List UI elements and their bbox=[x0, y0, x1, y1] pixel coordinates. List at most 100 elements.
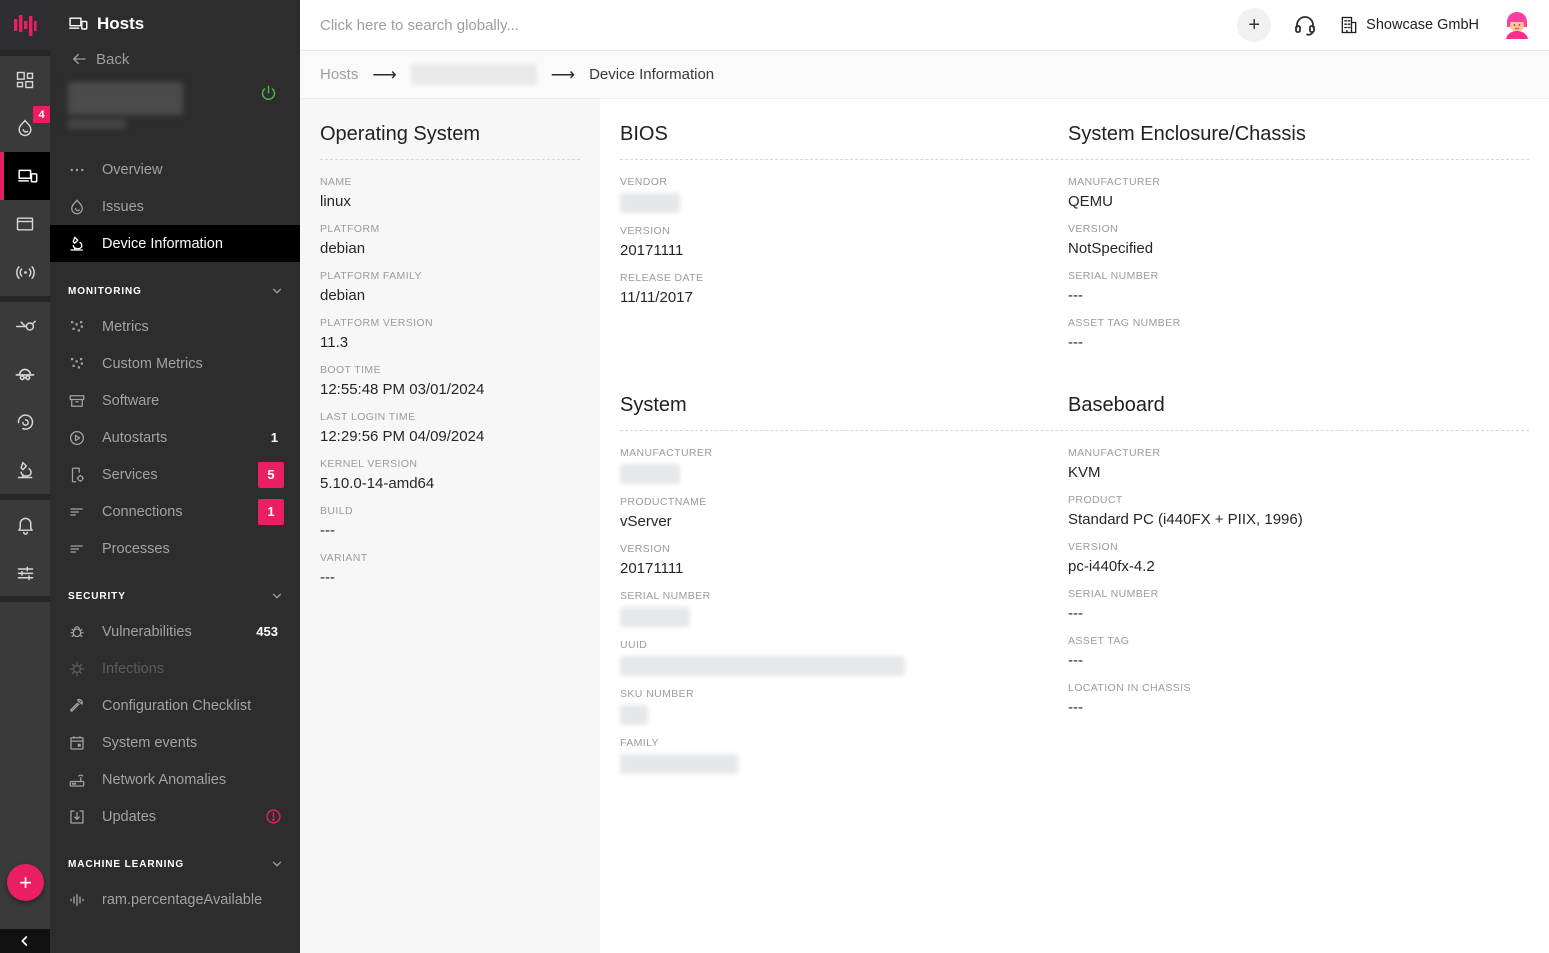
tenant-selector[interactable]: Showcase GmbH bbox=[1339, 15, 1479, 35]
bell-icon bbox=[15, 514, 36, 535]
sidebar-item-infections[interactable]: Infections bbox=[50, 650, 300, 687]
field-variant: VARIANT --- bbox=[320, 552, 368, 586]
flame-icon bbox=[68, 198, 86, 216]
rail-alerts-button[interactable] bbox=[0, 500, 50, 548]
redacted-value bbox=[620, 754, 738, 774]
section-header-label: SECURITY bbox=[68, 590, 126, 602]
vulnerabilities-count: 453 bbox=[256, 624, 278, 639]
field-system-serial-number: SERIAL NUMBER bbox=[620, 590, 1068, 627]
icon-rail: 4 bbox=[0, 0, 50, 953]
collapse-sidebar-button[interactable] bbox=[0, 929, 50, 953]
sidebar-item-software[interactable]: Software bbox=[50, 382, 300, 419]
sidebar-item-metrics[interactable]: Metrics bbox=[50, 308, 300, 345]
chevron-down-icon[interactable] bbox=[270, 284, 284, 298]
sidebar-item-label: Infections bbox=[102, 660, 165, 677]
add-button[interactable]: + bbox=[1237, 8, 1272, 42]
rail-pentest-button[interactable] bbox=[0, 302, 50, 350]
sidebar-item-system-events[interactable]: System events bbox=[50, 724, 300, 761]
wrench-icon bbox=[68, 697, 86, 715]
monitoring-section-header: MONITORING bbox=[50, 284, 300, 298]
rail-broadcast-button[interactable] bbox=[0, 248, 50, 296]
avatar[interactable] bbox=[1501, 9, 1533, 41]
add-fab-button[interactable]: + bbox=[7, 864, 44, 901]
chevron-down-icon[interactable] bbox=[270, 857, 284, 871]
devices-icon bbox=[68, 14, 88, 34]
system-section: MANUFACTURER PRODUCTNAME vServer VERSION… bbox=[620, 447, 1068, 786]
sidebar-item-overview[interactable]: Overview bbox=[50, 151, 300, 188]
bios-section: VENDOR VERSION 20171111 RELEASE DATE 11/… bbox=[620, 176, 1068, 364]
sidebar-item-configuration-checklist[interactable]: Configuration Checklist bbox=[50, 687, 300, 724]
redacted-value bbox=[620, 464, 680, 484]
sidebar: Hosts Back bbox=[50, 0, 300, 953]
section-title: Operating System bbox=[320, 123, 481, 145]
sidebar-item-custom-metrics[interactable]: Custom Metrics bbox=[50, 345, 300, 382]
sidebar-item-autostarts[interactable]: Autostarts 1 bbox=[50, 419, 300, 456]
sidebar-item-label: ram.percentageAvailable bbox=[102, 891, 263, 908]
support-headset-icon[interactable] bbox=[1293, 13, 1317, 37]
sidebar-item-processes[interactable]: Processes bbox=[50, 530, 300, 567]
chevron-left-icon bbox=[17, 933, 33, 949]
field-baseboard-location-in-chassis: LOCATION IN CHASSIS --- bbox=[1068, 682, 1191, 716]
field-chassis-version: VERSION NotSpecified bbox=[1068, 223, 1154, 257]
rail-window-button[interactable] bbox=[0, 200, 50, 248]
power-status-icon[interactable] bbox=[259, 84, 278, 103]
sidebar-item-updates[interactable]: Updates bbox=[50, 798, 300, 835]
sidebar-item-device-information[interactable]: Device Information bbox=[50, 225, 300, 262]
scatter-icon bbox=[68, 318, 86, 336]
field-chassis-serial-number: SERIAL NUMBER --- bbox=[1068, 270, 1159, 304]
play-circle-icon bbox=[68, 429, 86, 447]
rail-microscope-button[interactable] bbox=[0, 446, 50, 494]
sliders-icon bbox=[15, 562, 36, 583]
rail-radar-button[interactable] bbox=[0, 398, 50, 446]
sidebar-item-vulnerabilities[interactable]: Vulnerabilities 453 bbox=[50, 613, 300, 650]
operating-system-panel: Operating System NAME linux PLATFORM deb… bbox=[300, 99, 600, 953]
sidebar-item-label: Issues bbox=[102, 198, 144, 215]
sidebar-item-services[interactable]: Services 5 bbox=[50, 456, 300, 493]
device-info-sections: BIOS System Enclosure/Chassis VENDOR VER… bbox=[600, 99, 1549, 953]
breadcrumb-host-redacted[interactable] bbox=[410, 64, 537, 85]
logo-bars-icon bbox=[14, 15, 37, 36]
baseboard-section: MANUFACTURER KVM PRODUCT Standard PC (i4… bbox=[1068, 447, 1529, 786]
brand-logo[interactable] bbox=[0, 0, 50, 50]
global-search-input[interactable]: Click here to search globally... bbox=[320, 16, 519, 34]
rail-issues-button[interactable]: 4 bbox=[0, 104, 50, 152]
section-title: System bbox=[620, 394, 687, 416]
sidebar-item-network-anomalies[interactable]: Network Anomalies bbox=[50, 761, 300, 798]
back-button[interactable]: Back bbox=[70, 50, 284, 68]
redacted-value bbox=[620, 193, 680, 213]
field-chassis-asset-tag-number: ASSET TAG NUMBER --- bbox=[1068, 317, 1181, 351]
field-system-version: VERSION 20171111 bbox=[620, 543, 684, 577]
field-bios-vendor: VENDOR bbox=[620, 176, 1068, 213]
chevron-down-icon[interactable] bbox=[270, 589, 284, 603]
scatter-icon bbox=[68, 355, 86, 373]
breadcrumb-hosts[interactable]: Hosts bbox=[320, 66, 359, 83]
main-area: Click here to search globally... + bbox=[300, 0, 1549, 953]
issues-count-badge: 4 bbox=[33, 106, 50, 123]
sidebar-item-label: Autostarts bbox=[102, 429, 168, 446]
rail-settings-button[interactable] bbox=[0, 548, 50, 596]
rail-hacker-button[interactable] bbox=[0, 350, 50, 398]
rail-dashboard-button[interactable] bbox=[0, 56, 50, 104]
sidebar-item-label: Vulnerabilities bbox=[102, 623, 192, 640]
sidebar-item-label: Updates bbox=[102, 808, 157, 825]
sidebar-item-issues[interactable]: Issues bbox=[50, 188, 300, 225]
sidebar-item-label: Metrics bbox=[102, 318, 149, 335]
sidebar-item-ram-percentage-available[interactable]: ram.percentageAvailable bbox=[50, 881, 300, 918]
back-label: Back bbox=[96, 50, 130, 68]
field-system-manufacturer: MANUFACTURER bbox=[620, 447, 1068, 484]
field-system-uuid: UUID bbox=[620, 639, 1068, 676]
microscope-icon bbox=[15, 460, 36, 481]
sidebar-title: Hosts bbox=[68, 14, 284, 34]
field-name: NAME linux bbox=[320, 176, 352, 210]
field-platform-family: PLATFORM FAMILY debian bbox=[320, 270, 422, 304]
field-platform-version: PLATFORM VERSION 11.3 bbox=[320, 317, 433, 351]
section-header-label: MONITORING bbox=[68, 285, 142, 297]
devices-icon bbox=[17, 166, 38, 187]
rail-hosts-button[interactable] bbox=[0, 152, 50, 200]
building-icon bbox=[1339, 15, 1359, 35]
field-baseboard-manufacturer: MANUFACTURER KVM bbox=[1068, 447, 1161, 481]
field-bios-version: VERSION 20171111 bbox=[620, 225, 684, 259]
sidebar-item-connections[interactable]: Connections 1 bbox=[50, 493, 300, 530]
host-name-redacted bbox=[68, 82, 183, 129]
sidebar-item-label: Services bbox=[102, 466, 158, 483]
